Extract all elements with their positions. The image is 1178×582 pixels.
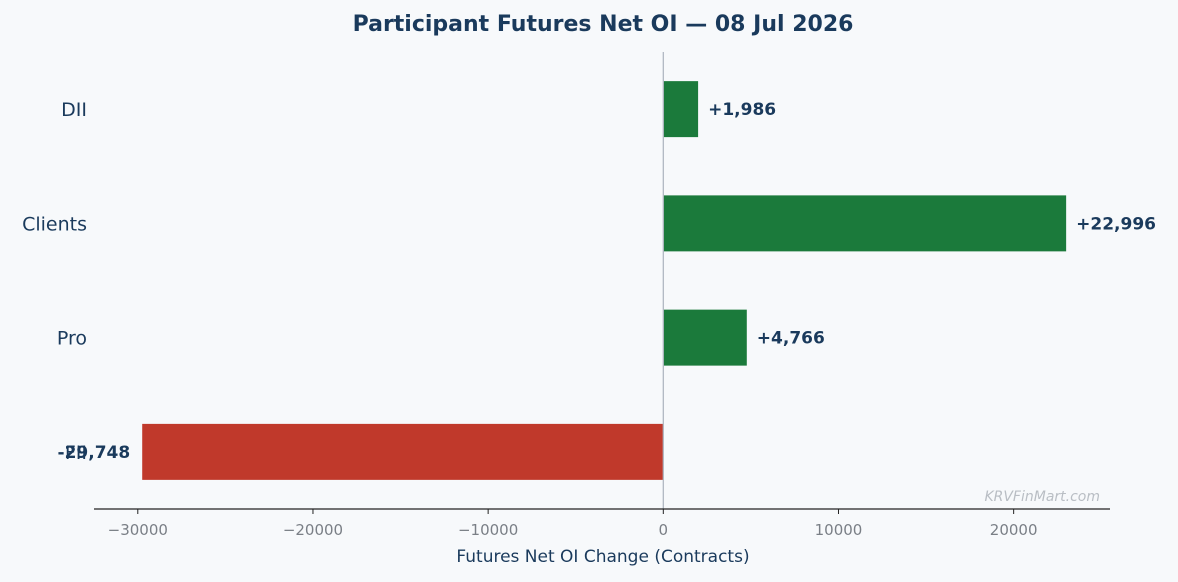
category-label-pro: Pro	[57, 328, 87, 350]
value-labels-layer: DII +1,986 Clients +22,996 Pro +4,766 FII-29,7…	[22, 99, 1156, 464]
x-axis: −30000 −20000 −10000 0 10000 20000	[94, 52, 1110, 539]
value-label-dii: +1,986	[708, 100, 776, 120]
x-axis-label: Futures Net OI Change (Contracts)	[456, 547, 749, 567]
x-tick-label: −20000	[283, 521, 343, 539]
x-tick-label: 10000	[815, 521, 863, 539]
value-label-pro: +4,766	[757, 329, 825, 349]
x-tick-label: −10000	[458, 521, 518, 539]
category-label-dii: DII	[61, 99, 87, 121]
chart-title: Participant Futures Net OI — 08 Jul 2026	[353, 12, 854, 37]
bar-pro	[663, 309, 747, 366]
bar-clients	[663, 195, 1067, 252]
x-tick-label: −30000	[108, 521, 168, 539]
category-label-clients: Clients	[22, 213, 87, 235]
x-tick-label: 0	[659, 521, 669, 539]
bar-dii	[663, 81, 699, 138]
category-label-fii: FII	[65, 442, 87, 464]
x-tick-label: 20000	[990, 521, 1038, 539]
watermark: KRVFinMart.com	[984, 489, 1100, 505]
bars-layer	[142, 81, 1067, 480]
bar-fii	[142, 423, 664, 480]
value-label-clients: +22,996	[1076, 214, 1156, 234]
value-label-fii: -29,748	[58, 443, 131, 463]
